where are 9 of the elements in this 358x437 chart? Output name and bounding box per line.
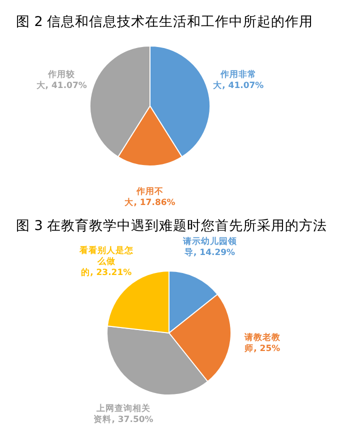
chart-title: 图 3 在教育教学中遇到难题时您首先所采用的方法 — [16, 217, 328, 234]
slice-label: 请教老教师, 25% — [243, 332, 282, 355]
slice-label: 作用非常大, 41.07% — [212, 70, 265, 92]
chart-title: 图 2 信息和信息技术在生活和工作中所起的作用 — [16, 14, 314, 30]
slice-label: 作用较大, 41.07% — [35, 70, 88, 92]
slice-label: 看看别人是怎么做的, 23.21% — [78, 246, 134, 280]
slice-label: 请示幼儿园领导, 14.29% — [182, 237, 238, 260]
slice-label: 作用不大, 17.86% — [124, 187, 176, 209]
slice-label: 上网查询相关资料, 37.50% — [94, 404, 154, 426]
